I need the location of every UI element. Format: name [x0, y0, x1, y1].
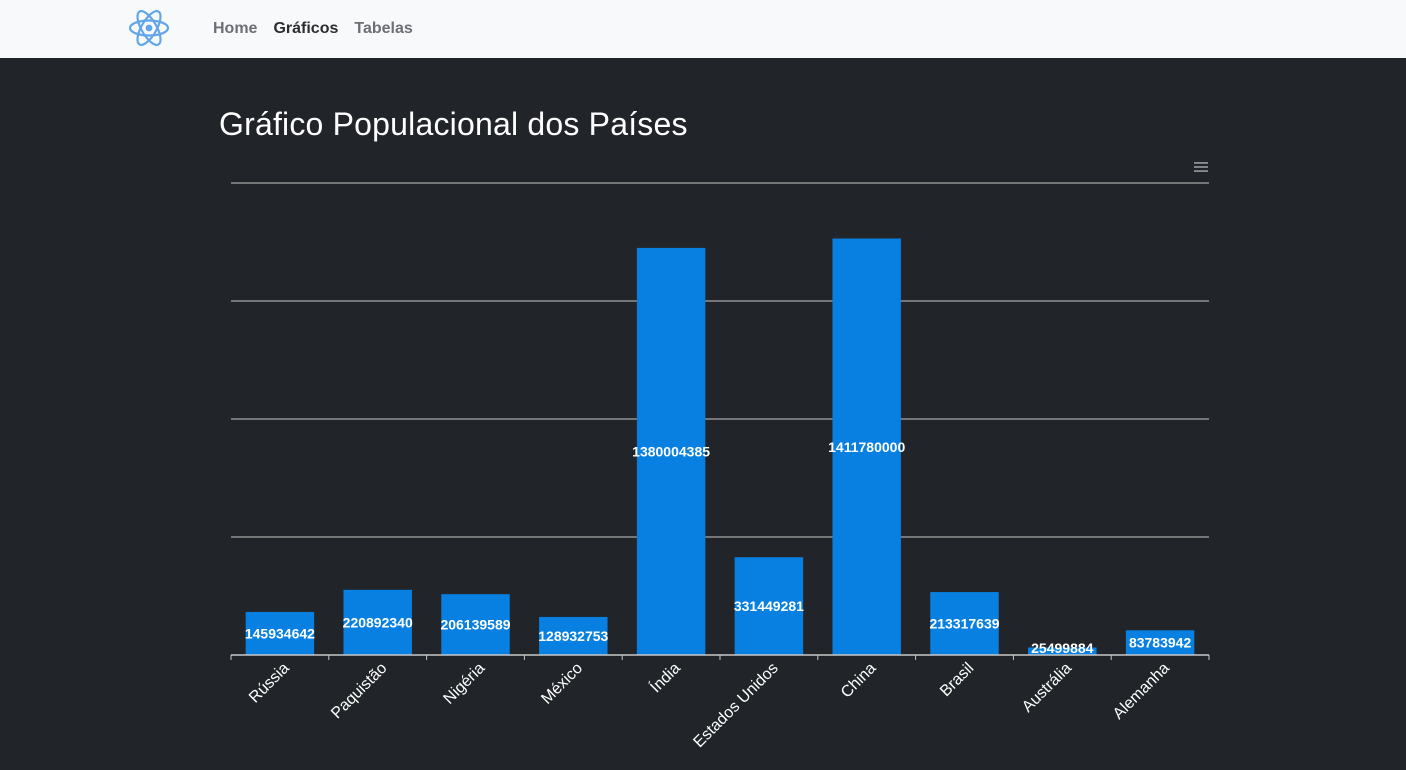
data-label: 128932753 [538, 628, 608, 644]
data-label: 1380004385 [632, 443, 710, 459]
bar-8[interactable] [1028, 647, 1097, 655]
bar-5[interactable] [734, 557, 804, 655]
data-label: 25499884 [1031, 640, 1094, 656]
bar-3[interactable] [539, 616, 608, 655]
bar-2[interactable] [441, 594, 510, 655]
hamburger-menu-icon[interactable] [1193, 160, 1209, 174]
react-atom-icon[interactable] [128, 8, 170, 48]
navbar: Home Gráficos Tabelas [0, 0, 1406, 58]
data-label: 145934642 [245, 625, 315, 641]
data-label: 206139589 [440, 617, 510, 633]
chart-data-labels: 145934642 220892340 206139589 128932753 1380… [245, 439, 1192, 656]
x-tick-label: Austrália [1019, 660, 1075, 716]
nav-home-link[interactable]: Home [213, 20, 258, 37]
chart-bars [245, 238, 1195, 655]
data-label: 1411780000 [828, 439, 905, 455]
data-label: 220892340 [343, 614, 413, 630]
bar-7[interactable] [930, 592, 999, 655]
x-tick-label: Índia [646, 658, 684, 696]
x-tick-label: Estados Unidos [690, 660, 781, 751]
x-tick-label: Paquistão [328, 660, 390, 722]
x-tick-label: Alemanha [1110, 660, 1173, 723]
chart-x-axis: Rússia Paquistão Nigéria México Índia Estados… [230, 654, 1210, 751]
x-tick-label: Brasil [937, 660, 977, 700]
data-label: 331449281 [734, 598, 804, 614]
chart-gridlines [231, 182, 1209, 538]
bar-6[interactable] [832, 238, 901, 655]
nav-graficos-link[interactable]: Gráficos [273, 20, 339, 37]
x-tick-label: México [538, 660, 586, 708]
nav-tabelas-link[interactable]: Tabelas [354, 20, 413, 37]
data-label: 83783942 [1129, 635, 1192, 651]
x-tick-label: China [838, 660, 880, 702]
bar-0[interactable] [245, 611, 315, 655]
nav-links: Home Gráficos Tabelas [213, 20, 413, 38]
page-title: Gráfico Populacional dos Países [219, 106, 688, 142]
bar-9[interactable] [1125, 630, 1195, 655]
bar-1[interactable] [343, 589, 412, 655]
x-tick-label: Nigéria [440, 660, 488, 708]
x-tick-label: Rússia [246, 660, 293, 707]
bar-4[interactable] [636, 247, 706, 655]
data-label: 213317639 [929, 616, 999, 632]
